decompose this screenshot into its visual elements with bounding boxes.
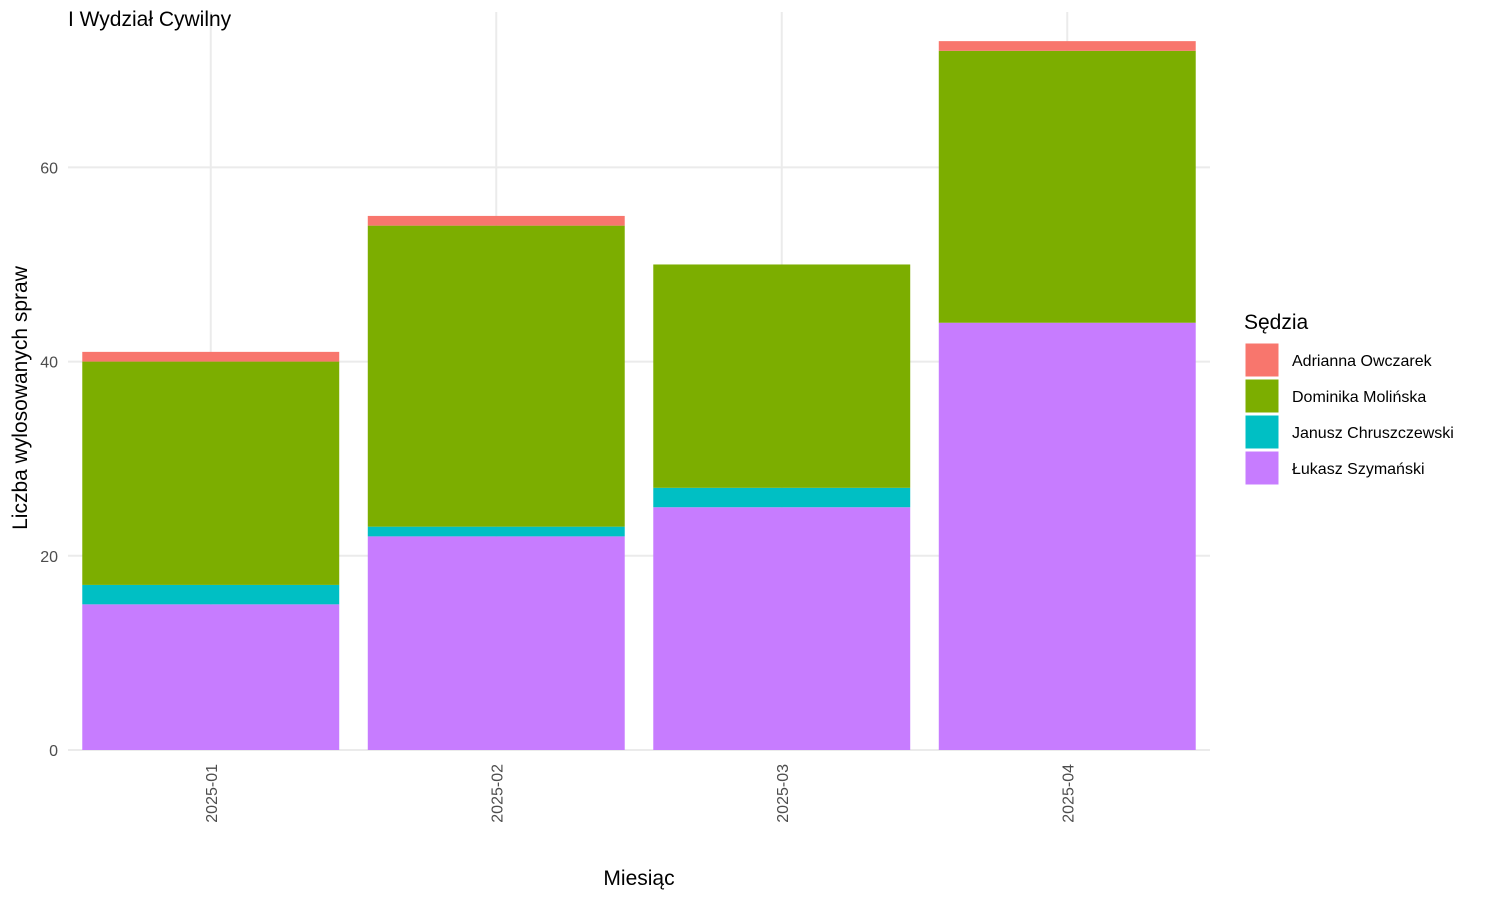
chart-title: I Wydział Cywilny — [68, 8, 232, 31]
bar-segment — [367, 215, 625, 226]
x-axis-ticks: 2025-01 2025-02 2025-03 2025-04 — [204, 764, 1078, 823]
bar-segment — [82, 351, 340, 362]
bar-segment — [938, 322, 1196, 750]
legend-key — [1244, 342, 1280, 378]
x-tick-label: 2025-04 — [1060, 764, 1077, 823]
bar-segment — [367, 526, 625, 537]
y-tick-label: 20 — [40, 549, 58, 566]
legend-label: Adrianna Owczarek — [1292, 353, 1433, 370]
legend-label: Janusz Chruszczewski — [1292, 425, 1454, 442]
y-tick-label: 0 — [49, 743, 58, 760]
bar-segment — [82, 604, 340, 750]
x-axis-title: Miesiąc — [603, 867, 674, 890]
bar-segment — [653, 487, 911, 508]
bar-segment — [938, 41, 1196, 51]
bars — [82, 41, 1196, 750]
y-tick-label: 40 — [40, 355, 58, 372]
bar-segment — [653, 264, 911, 488]
bar-segment — [367, 225, 625, 527]
y-axis-ticks: 0 20 40 60 — [40, 160, 58, 760]
legend: Sędzia Adrianna Owczarek Dominika Molińsk… — [1244, 311, 1454, 486]
legend-key — [1244, 414, 1280, 450]
legend-key — [1244, 378, 1280, 414]
x-tick-label: 2025-02 — [489, 764, 506, 823]
bar-segment — [367, 536, 625, 750]
x-tick-label: 2025-03 — [775, 764, 792, 823]
bar-segment — [653, 507, 911, 750]
y-axis-title: Liczba wylosowanych spraw — [9, 265, 32, 530]
legend-title: Sędzia — [1244, 311, 1309, 334]
x-tick-label: 2025-01 — [204, 764, 221, 823]
legend-label: Dominika Molińska — [1292, 389, 1426, 406]
legend-key — [1244, 450, 1280, 486]
legend-label: Łukasz Szymański — [1292, 461, 1425, 478]
bar-segment — [82, 584, 340, 605]
bar-segment — [938, 50, 1196, 323]
bar-segment — [82, 361, 340, 585]
y-tick-label: 60 — [40, 160, 58, 177]
